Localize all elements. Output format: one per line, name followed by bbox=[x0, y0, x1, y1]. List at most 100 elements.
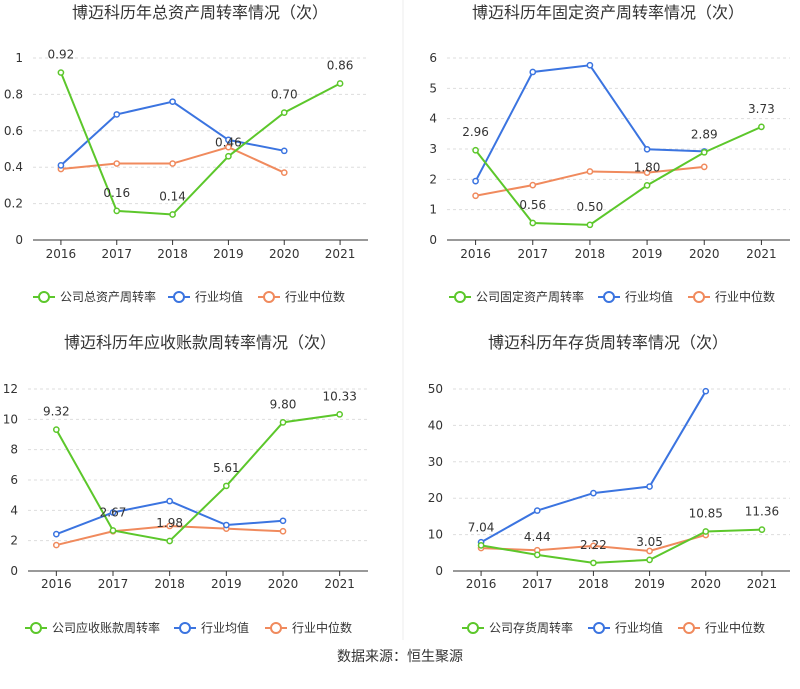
legend-item-avg[interactable]: 行业均值 bbox=[598, 289, 673, 304]
data-point-median bbox=[586, 168, 594, 175]
x-tick-label: 2021 bbox=[324, 577, 355, 591]
x-tick-label: 2019 bbox=[632, 247, 663, 261]
series-line-company bbox=[59, 72, 341, 216]
x-tick-label: 2017 bbox=[517, 247, 548, 261]
data-label: 0.14 bbox=[159, 190, 186, 204]
legend-item-median[interactable]: 行业中位数 bbox=[258, 289, 345, 304]
data-point-company bbox=[477, 542, 485, 549]
data-point-company bbox=[643, 182, 651, 189]
data-point-company bbox=[113, 207, 121, 215]
data-point-median bbox=[280, 169, 288, 177]
series-line-median bbox=[60, 146, 285, 174]
legend-marker bbox=[270, 622, 282, 634]
data-label: 7.04 bbox=[468, 520, 495, 534]
legend-label: 行业中位数 bbox=[285, 289, 345, 304]
chart-title: 博迈科历年应收账款周转率情况（次） bbox=[64, 333, 336, 352]
data-point-company bbox=[758, 123, 765, 131]
x-tick-label: 2020 bbox=[690, 577, 721, 591]
x-tick-label: 2016 bbox=[466, 577, 497, 591]
x-tick-label: 2021 bbox=[325, 247, 356, 261]
legend-marker bbox=[693, 291, 705, 303]
data-point-company bbox=[57, 69, 65, 76]
y-tick-label: 12 bbox=[3, 382, 18, 396]
legend-label: 公司存货周转率 bbox=[489, 620, 573, 635]
legend-label: 行业中位数 bbox=[715, 289, 775, 304]
data-point-company bbox=[336, 410, 344, 418]
x-tick-label: 2017 bbox=[98, 577, 129, 591]
legend-label: 行业均值 bbox=[625, 289, 673, 304]
legend-item-avg[interactable]: 行业均值 bbox=[588, 620, 663, 635]
y-tick-label: 0.4 bbox=[4, 160, 23, 174]
y-tick-label: 2 bbox=[429, 172, 437, 186]
y-tick-label: 8 bbox=[10, 443, 18, 457]
legend-marker bbox=[467, 622, 479, 634]
chart-inventory: 博迈科历年存货周转率情况（次） 0 10 20 30 40 50 2016 2017 2018 20… bbox=[428, 333, 790, 635]
data-point-avg bbox=[279, 517, 287, 525]
data-point-avg bbox=[222, 521, 230, 529]
legend-item-median[interactable]: 行业中位数 bbox=[678, 620, 765, 635]
x-tick-label: 2016 bbox=[46, 247, 77, 261]
data-point-company bbox=[52, 426, 60, 433]
legend-marker bbox=[593, 622, 605, 634]
y-tick-label: 0.6 bbox=[4, 124, 23, 138]
legend-label: 行业均值 bbox=[195, 289, 243, 304]
legend-item-avg[interactable]: 行业均值 bbox=[168, 289, 243, 304]
series-line-avg bbox=[480, 390, 707, 544]
legend-marker bbox=[179, 622, 191, 634]
data-point-median bbox=[166, 522, 174, 530]
series-line-company bbox=[474, 125, 762, 226]
data-label: 1.80 bbox=[634, 160, 661, 174]
y-tick-label: 3 bbox=[429, 142, 437, 156]
chart-title: 博迈科历年总资产周转率情况（次） bbox=[72, 3, 328, 22]
y-tick-label: 0 bbox=[15, 233, 23, 247]
y-tick-label: 10 bbox=[428, 528, 443, 542]
data-point-avg bbox=[533, 507, 541, 514]
data-point-avg bbox=[113, 111, 121, 118]
legend-item-median[interactable]: 行业中位数 bbox=[265, 620, 352, 635]
data-point-company bbox=[222, 482, 230, 490]
data-label: 2.96 bbox=[462, 125, 489, 139]
legend-marker bbox=[603, 291, 615, 303]
legend-item-median[interactable]: 行业中位数 bbox=[688, 289, 775, 304]
data-point-company bbox=[533, 551, 541, 559]
data-point-median bbox=[646, 547, 653, 555]
data-label: 9.80 bbox=[270, 397, 297, 411]
data-point-median bbox=[643, 169, 651, 177]
legend-marker bbox=[263, 291, 275, 303]
data-label: 0.46 bbox=[215, 135, 242, 149]
data-label: 3.73 bbox=[748, 102, 775, 116]
data-point-avg bbox=[109, 509, 117, 516]
data-point-avg bbox=[586, 61, 594, 69]
y-tick-label: 6 bbox=[429, 51, 437, 65]
data-point-company bbox=[700, 148, 708, 156]
legend-item-company[interactable]: 公司应收账款周转率 bbox=[25, 620, 160, 635]
y-tick-label: 0 bbox=[10, 564, 18, 578]
legend-item-company[interactable]: 公司存货周转率 bbox=[462, 620, 573, 635]
legend-item-company[interactable]: 公司固定资产周转率 bbox=[449, 289, 584, 304]
x-tick-label: 2020 bbox=[268, 577, 299, 591]
data-point-company bbox=[758, 526, 766, 533]
data-point-company bbox=[166, 537, 174, 545]
data-point-avg bbox=[646, 483, 653, 490]
chart-fixed-asset: 博迈科历年固定资产周转率情况（次） 0 1 2 3 4 5 6 2016 2017 2018 2019… bbox=[429, 3, 790, 304]
data-label: 0.56 bbox=[519, 198, 546, 212]
y-tick-label: 0 bbox=[429, 233, 437, 247]
series-line-company bbox=[480, 528, 762, 564]
legend-item-avg[interactable]: 行业均值 bbox=[174, 620, 249, 635]
legend-label: 行业中位数 bbox=[292, 620, 352, 635]
data-point-avg bbox=[643, 145, 651, 153]
data-point-company bbox=[225, 152, 232, 160]
series-line-company bbox=[55, 413, 340, 543]
data-point-company bbox=[472, 146, 479, 154]
legend-marker bbox=[683, 622, 695, 634]
data-label: 0.92 bbox=[48, 48, 75, 62]
data-point-company bbox=[109, 527, 117, 534]
data-point-median bbox=[169, 160, 176, 167]
legend-item-company[interactable]: 公司总资产周转率 bbox=[33, 289, 156, 304]
x-tick-label: 2018 bbox=[157, 247, 188, 261]
x-tick-label: 2019 bbox=[213, 247, 244, 261]
x-tick-label: 2017 bbox=[522, 577, 553, 591]
y-tick-label: 0.8 bbox=[4, 87, 23, 101]
data-point-median bbox=[700, 163, 708, 171]
x-tick-label: 2017 bbox=[101, 247, 132, 261]
